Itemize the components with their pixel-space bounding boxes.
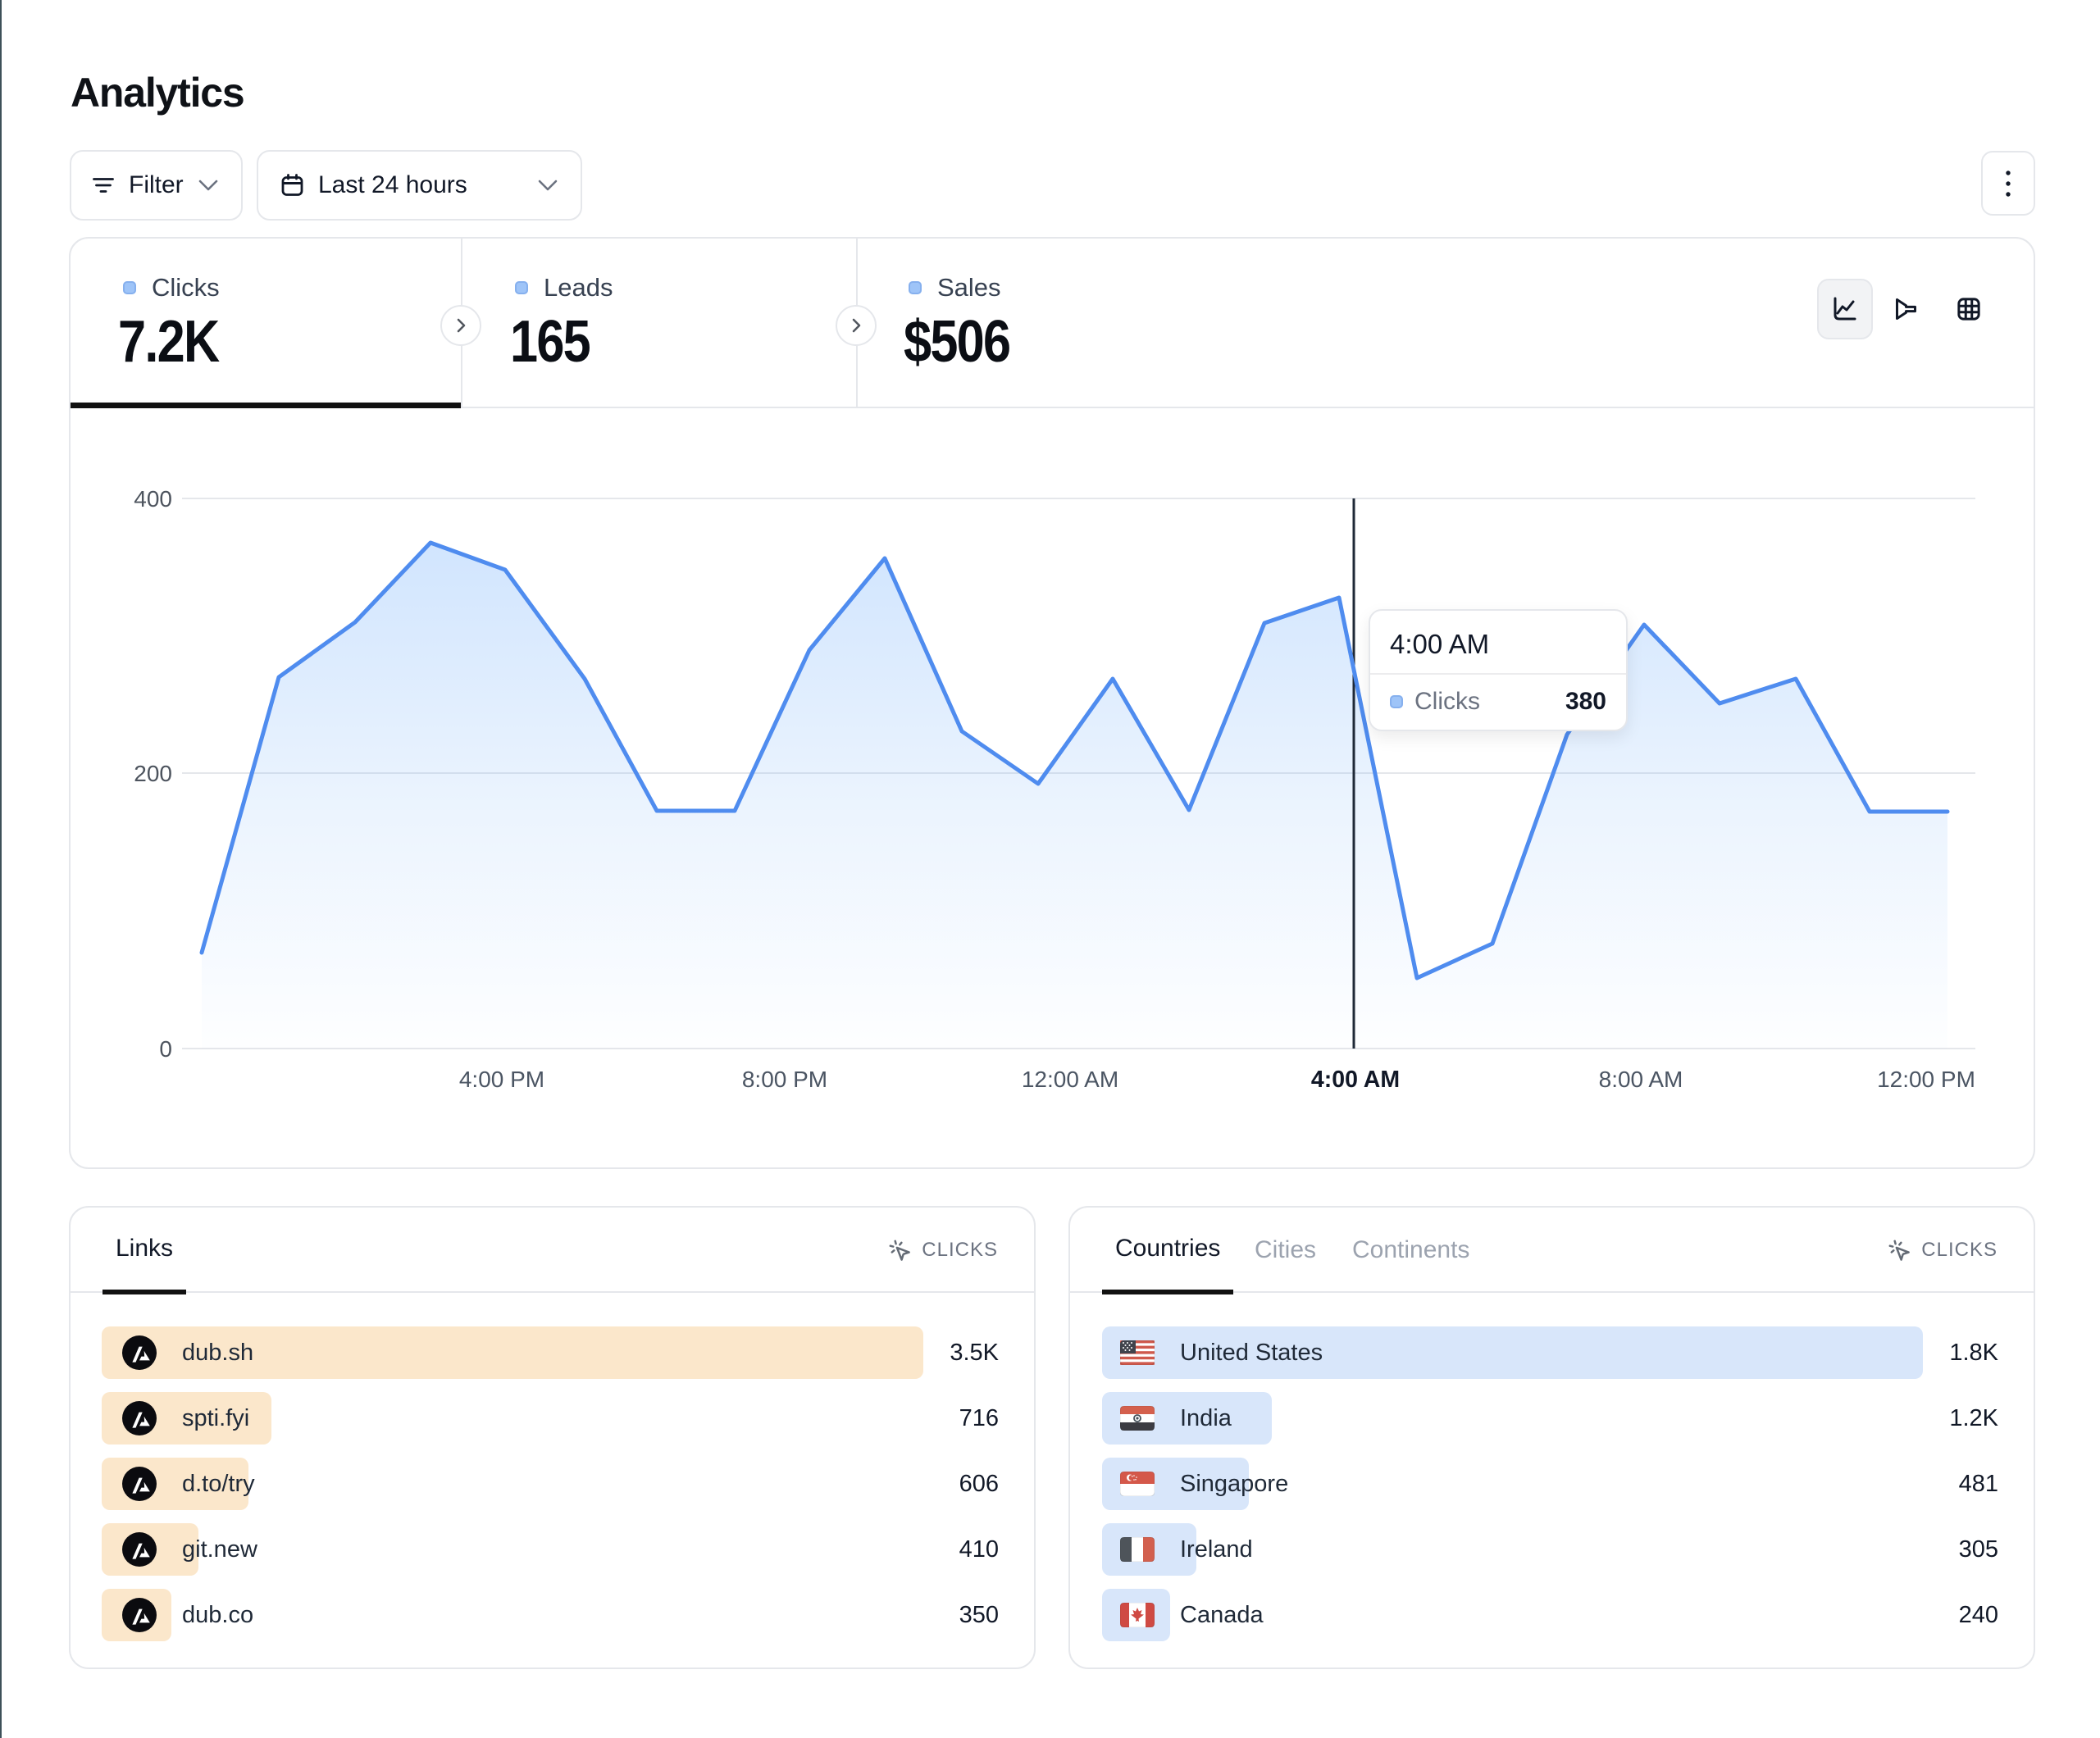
svg-text:4:00 PM: 4:00 PM xyxy=(459,1067,544,1092)
svg-text:12:00 AM: 12:00 AM xyxy=(1022,1067,1118,1092)
svg-text:8:00 AM: 8:00 AM xyxy=(1599,1067,1683,1092)
svg-text:400: 400 xyxy=(134,486,172,512)
svg-text:4:00 AM: 4:00 AM xyxy=(1311,1067,1400,1093)
svg-text:12:00 PM: 12:00 PM xyxy=(1877,1067,1975,1092)
svg-text:200: 200 xyxy=(134,761,172,786)
svg-text:0: 0 xyxy=(159,1036,172,1062)
svg-text:8:00 PM: 8:00 PM xyxy=(742,1067,827,1092)
